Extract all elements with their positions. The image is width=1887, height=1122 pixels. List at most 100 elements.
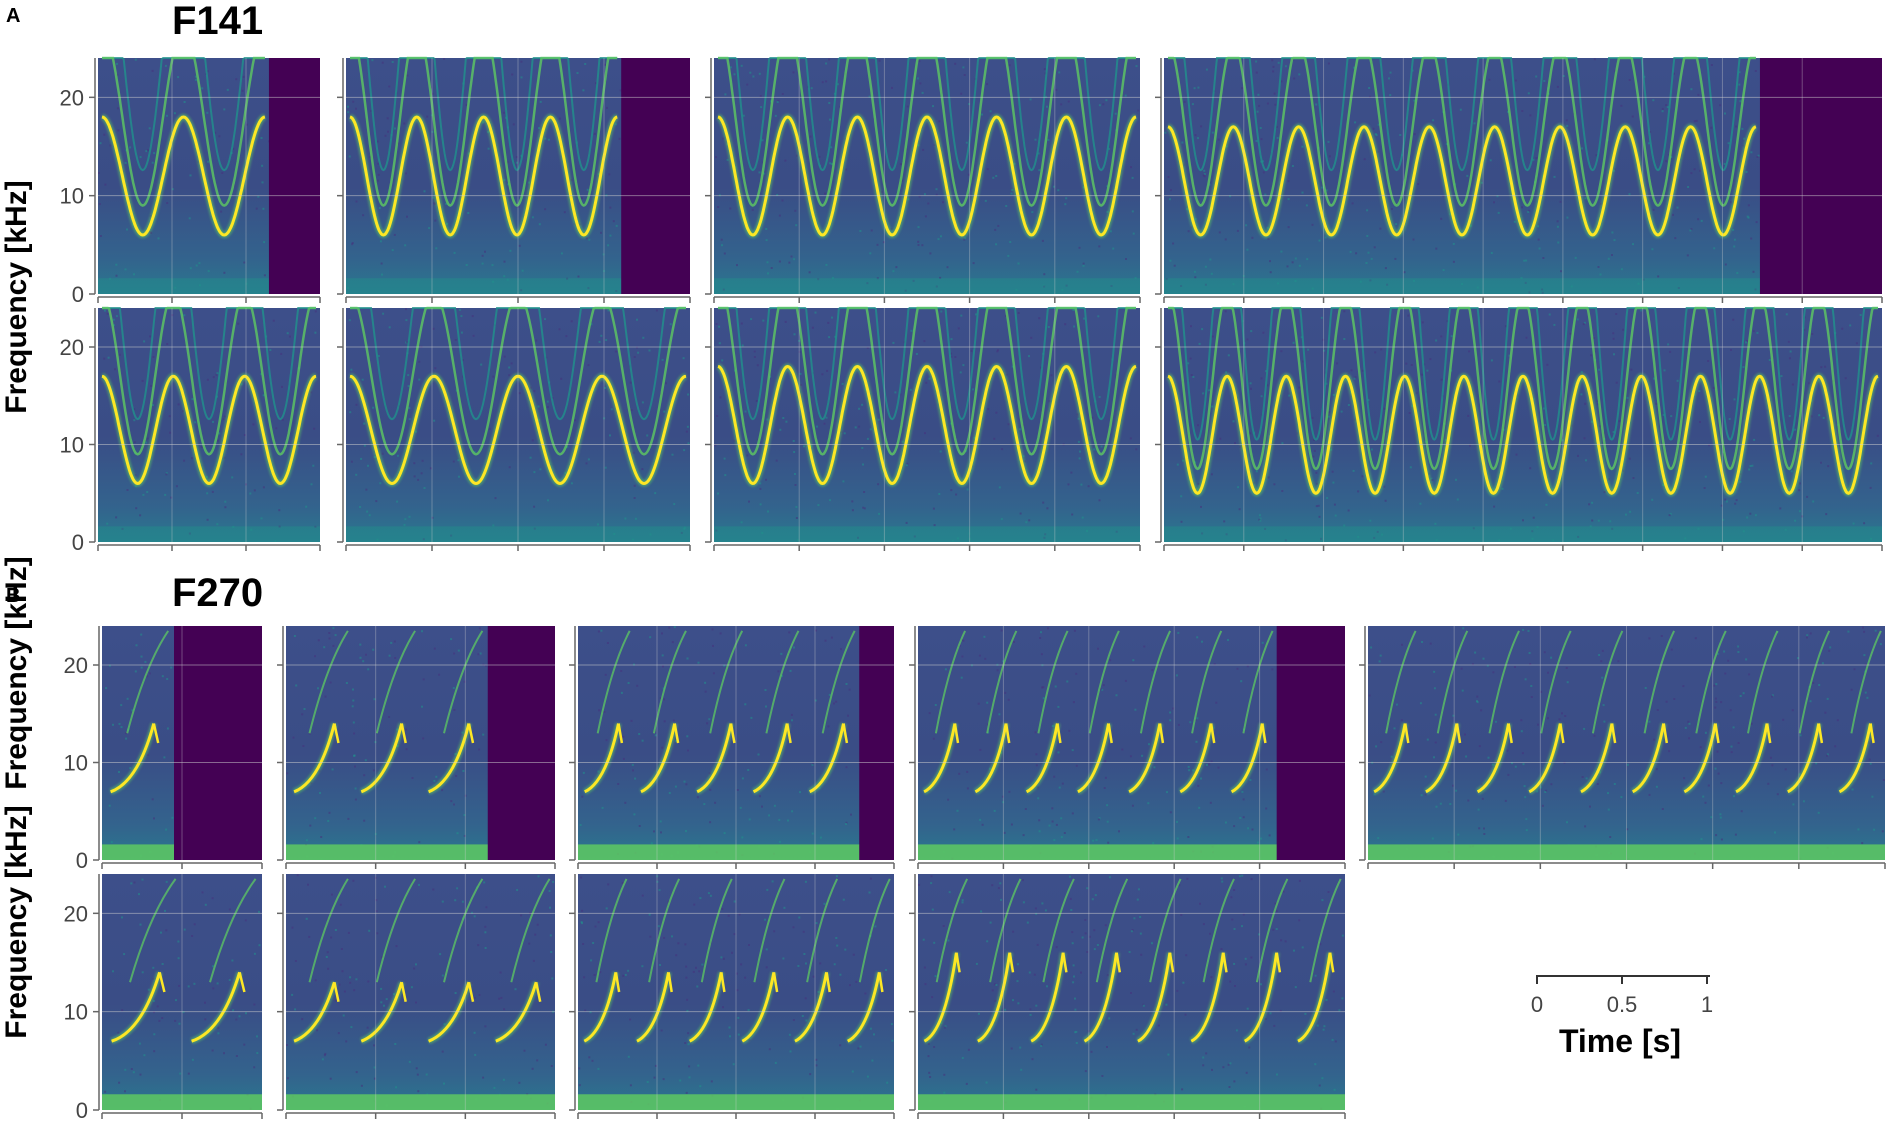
noise-speck bbox=[1274, 103, 1277, 106]
noise-speck bbox=[1407, 314, 1410, 317]
noise-speck bbox=[695, 966, 697, 969]
noise-speck bbox=[544, 137, 547, 140]
syllable-contour bbox=[696, 723, 733, 794]
noise-speck bbox=[1208, 389, 1211, 392]
y-tick-label: 20 bbox=[60, 85, 84, 110]
noise-speck bbox=[1622, 328, 1625, 331]
noise-speck bbox=[719, 632, 722, 635]
noise-speck bbox=[1109, 659, 1112, 662]
noise-speck bbox=[683, 526, 686, 529]
spectrogram-panel bbox=[705, 306, 1141, 551]
noise-speck bbox=[1431, 837, 1434, 840]
noise-speck bbox=[1455, 789, 1458, 792]
noise-speck bbox=[932, 105, 934, 108]
noise-speck bbox=[421, 459, 424, 462]
noise-speck bbox=[492, 375, 495, 378]
noise-speck bbox=[99, 142, 102, 145]
noise-speck bbox=[1093, 929, 1096, 932]
noise-speck bbox=[783, 906, 786, 909]
noise-speck bbox=[1585, 459, 1587, 462]
noise-speck bbox=[1333, 503, 1336, 506]
noise-speck bbox=[1577, 454, 1579, 457]
noise-speck bbox=[301, 1018, 304, 1021]
noise-speck bbox=[1748, 468, 1751, 471]
noise-speck bbox=[563, 211, 566, 214]
noise-speck bbox=[108, 804, 111, 807]
noise-speck bbox=[355, 107, 357, 110]
noise-speck bbox=[171, 816, 174, 819]
noise-speck bbox=[1615, 313, 1618, 315]
noise-speck bbox=[1264, 1018, 1267, 1020]
noise-speck bbox=[253, 952, 256, 955]
noise-speck bbox=[1258, 104, 1261, 107]
noise-speck bbox=[1108, 876, 1111, 879]
noise-speck bbox=[1209, 801, 1212, 804]
noise-speck bbox=[1547, 717, 1549, 720]
syllable-tail bbox=[1610, 723, 1617, 744]
noise-speck bbox=[840, 648, 842, 651]
noise-speck bbox=[727, 914, 730, 917]
noise-speck bbox=[166, 343, 169, 345]
noise-speck bbox=[286, 1077, 289, 1080]
noise-speck bbox=[1343, 338, 1346, 340]
noise-speck bbox=[841, 382, 844, 385]
noise-speck bbox=[207, 160, 210, 163]
noise-speck bbox=[963, 74, 966, 76]
noise-speck bbox=[1081, 936, 1084, 939]
noise-speck bbox=[663, 698, 665, 701]
group-title-b: F270 bbox=[172, 571, 263, 615]
noise-speck bbox=[243, 434, 246, 436]
noise-speck bbox=[706, 722, 709, 725]
noise-speck bbox=[675, 954, 678, 957]
noise-speck bbox=[1328, 411, 1331, 414]
noise-speck bbox=[1585, 777, 1588, 780]
noise-speck bbox=[204, 903, 207, 906]
noise-speck bbox=[533, 505, 536, 508]
noise-speck bbox=[777, 99, 780, 102]
noise-speck bbox=[663, 720, 666, 723]
noise-speck bbox=[851, 509, 854, 512]
noise-speck bbox=[482, 121, 485, 124]
noise-speck bbox=[212, 965, 214, 968]
noise-speck bbox=[1684, 537, 1687, 540]
upper-harmonic bbox=[806, 878, 838, 983]
noise-speck bbox=[699, 1085, 702, 1088]
noise-speck bbox=[823, 902, 826, 905]
syllable-contour bbox=[1425, 723, 1459, 794]
noise-speck bbox=[667, 900, 670, 903]
noise-speck bbox=[413, 462, 416, 465]
noise-speck bbox=[1262, 171, 1265, 174]
syllable-contour bbox=[1580, 723, 1614, 794]
noise-speck bbox=[797, 965, 800, 967]
noise-speck bbox=[869, 428, 872, 431]
noise-speck bbox=[1733, 398, 1736, 401]
noise-speck bbox=[223, 271, 226, 274]
noise-speck bbox=[1104, 924, 1107, 927]
noise-speck bbox=[1321, 186, 1323, 189]
noise-speck bbox=[473, 1031, 476, 1034]
noise-speck bbox=[171, 188, 174, 191]
silence-region bbox=[859, 626, 894, 860]
noise-speck bbox=[108, 664, 111, 667]
noise-speck bbox=[1648, 793, 1651, 796]
noise-speck bbox=[934, 975, 937, 978]
noise-speck bbox=[376, 932, 379, 935]
noise-speck bbox=[1057, 751, 1060, 754]
noise-speck bbox=[663, 936, 666, 939]
noise-speck bbox=[1189, 357, 1192, 360]
noise-speck bbox=[1246, 338, 1249, 341]
noise-speck bbox=[938, 120, 941, 123]
noise-speck bbox=[803, 445, 805, 448]
noise-speck bbox=[329, 681, 332, 684]
noise-speck bbox=[930, 882, 933, 885]
harmonic-contour bbox=[1168, 56, 1756, 207]
noise-speck bbox=[352, 699, 355, 702]
noise-speck bbox=[1250, 878, 1253, 881]
noise-speck bbox=[118, 1081, 121, 1084]
syllable-contour bbox=[741, 972, 776, 1043]
noise-speck bbox=[1752, 270, 1755, 273]
noise-speck bbox=[1259, 127, 1262, 129]
noise-speck bbox=[355, 403, 358, 406]
noise-speck bbox=[1249, 432, 1252, 435]
noise-speck bbox=[274, 539, 277, 542]
